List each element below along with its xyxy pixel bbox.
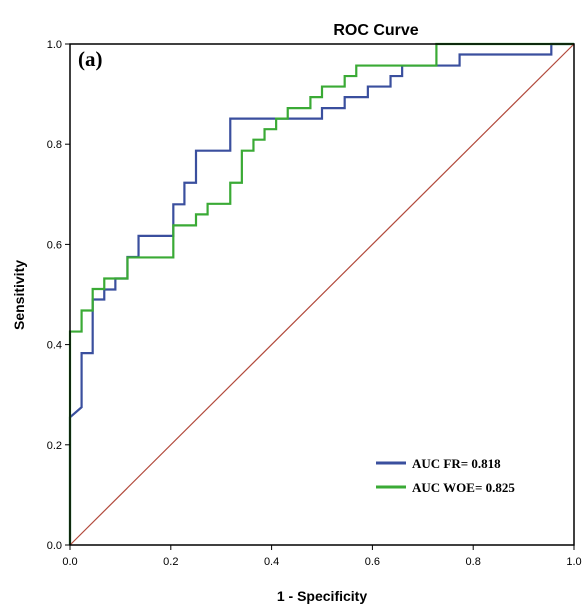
series-layer <box>68 42 575 546</box>
legend-label: AUC WOE= 0.825 <box>412 480 515 495</box>
legend-label: AUC FR= 0.818 <box>412 456 501 471</box>
x-axis-label: 1 - Specificity <box>277 588 367 604</box>
x-tick-label: 0.0 <box>62 556 77 568</box>
chart-title: ROC Curve <box>333 22 418 39</box>
y-axis-label: Sensitivity <box>11 260 27 330</box>
x-tick-label: 0.8 <box>466 556 481 568</box>
series-line-0 <box>68 42 574 545</box>
y-tick-label: 0.6 <box>47 239 62 251</box>
plot-area-frame <box>69 43 575 546</box>
x-tick-label: 0.4 <box>264 556 279 568</box>
series-line-1 <box>68 42 574 545</box>
y-tick-label: 0.4 <box>47 340 62 352</box>
y-tick-label: 0.8 <box>47 139 62 151</box>
reference-diagonal-line <box>69 43 575 546</box>
panel-label: (a) <box>78 47 103 71</box>
y-tick-label: 1.0 <box>47 39 62 51</box>
x-tick-label: 0.6 <box>365 556 380 568</box>
x-tick-label: 1.0 <box>566 556 581 568</box>
x-tick-label: 0.2 <box>163 556 178 568</box>
legend: AUC FR= 0.818 AUC WOE= 0.825 <box>376 456 515 495</box>
ticks-layer: 0.0 0.2 0.4 0.6 0.8 1.0 0.0 0.2 0.4 0.6 0.8 1.0 <box>47 39 582 568</box>
y-tick-label: 0.0 <box>47 540 62 552</box>
y-tick-label: 0.2 <box>47 440 62 452</box>
